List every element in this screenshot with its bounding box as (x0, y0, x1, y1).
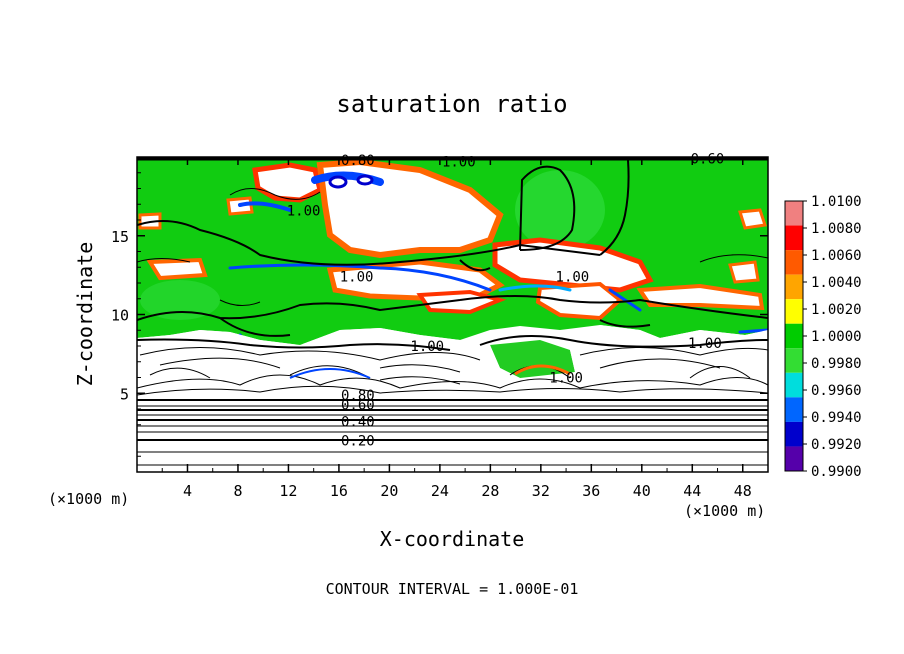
contour-label: 1.00 (549, 371, 583, 387)
colorbar-swatch (785, 421, 803, 447)
contour-label: 1.00 (340, 270, 374, 286)
colorbar: 1.0100 1.0080 1.0060 1.0040 1.0020 1.0000 0.99… (784, 194, 862, 480)
contour-label: 0.20 (341, 434, 375, 450)
x-tick-label: 40 (633, 482, 651, 500)
contour-label: 1.00 (410, 339, 444, 355)
contour-labels: 0.80 1.00 0.60 1.00 1.00 1.00 1.00 1.00 1.00 0.80… (287, 152, 725, 450)
colorbar-swatch (785, 446, 803, 471)
x-tick-label: 16 (330, 482, 348, 500)
lower-contours (137, 399, 768, 466)
colorbar-label: 1.0020 (811, 302, 862, 318)
x-tick-label: 8 (233, 482, 242, 500)
colorbar-label: 0.9980 (811, 356, 862, 372)
contour-label: 1.00 (287, 204, 321, 220)
y-axis-ticks: 5 10 15 (111, 172, 768, 457)
colorbar-label: 1.0060 (811, 248, 862, 264)
y-tick-label: 5 (120, 385, 129, 403)
colorbar-swatch (785, 274, 803, 300)
colorbar-swatch (785, 397, 803, 422)
contour-label: 0.60 (341, 397, 375, 413)
colorbar-label: 1.0100 (811, 194, 862, 210)
colorbar-swatch (785, 372, 803, 398)
colorbar-label: 0.9940 (811, 410, 862, 426)
upper-contours (137, 159, 768, 351)
x-tick-label: 48 (734, 482, 752, 500)
y-tick-label: 15 (111, 228, 129, 246)
contour-interval-note: CONTOUR INTERVAL = 1.000E-01 (326, 580, 579, 598)
colorbar-label: 1.0000 (811, 329, 862, 345)
x-tick-label: 12 (279, 482, 297, 500)
y-axis-label: Z-coordinate (73, 242, 97, 387)
x-tick-label: 44 (683, 482, 701, 500)
colorbar-swatch (785, 299, 803, 324)
lower-area (137, 325, 768, 472)
colorbar-label: 1.0040 (811, 275, 862, 291)
x-tick-label: 32 (532, 482, 550, 500)
colorbar-label: 0.9960 (811, 383, 862, 399)
upper-holes (138, 158, 767, 321)
colorbar-swatch (785, 201, 803, 226)
x-tick-label: 28 (481, 482, 499, 500)
saturation-field (137, 157, 768, 472)
colorbar-label: 0.9920 (811, 437, 862, 453)
contour-label: 0.40 (341, 415, 375, 431)
contour-label: 1.00 (556, 270, 590, 286)
chart-title: saturation ratio (336, 90, 567, 118)
x-unit-left: (×1000 m) (48, 490, 129, 508)
contour-label: 0.80 (341, 153, 375, 169)
contour-label: 1.00 (442, 155, 476, 171)
x-tick-label: 20 (380, 482, 398, 500)
colorbar-swatch (785, 348, 803, 373)
x-tick-label: 36 (582, 482, 600, 500)
colorbar-swatch (785, 250, 803, 275)
x-axis-ticks: 4 8 12 16 20 24 28 32 36 40 44 48 (161, 157, 752, 500)
contour-label: 0.60 (691, 152, 725, 168)
mid-contours (137, 347, 768, 396)
contour-label: 1.00 (688, 336, 722, 352)
colorbar-swatch (785, 323, 803, 349)
colorbar-label: 0.9900 (811, 464, 862, 480)
x-axis-label: X-coordinate (380, 527, 525, 551)
x-tick-label: 4 (183, 482, 192, 500)
y-tick-label: 10 (111, 307, 129, 325)
colorbar-swatch (785, 225, 803, 251)
contour-label: 0.80 (341, 388, 375, 404)
colorbar-label: 1.0080 (811, 221, 862, 237)
x-unit-right: (×1000 m) (684, 502, 765, 520)
x-tick-label: 24 (431, 482, 449, 500)
